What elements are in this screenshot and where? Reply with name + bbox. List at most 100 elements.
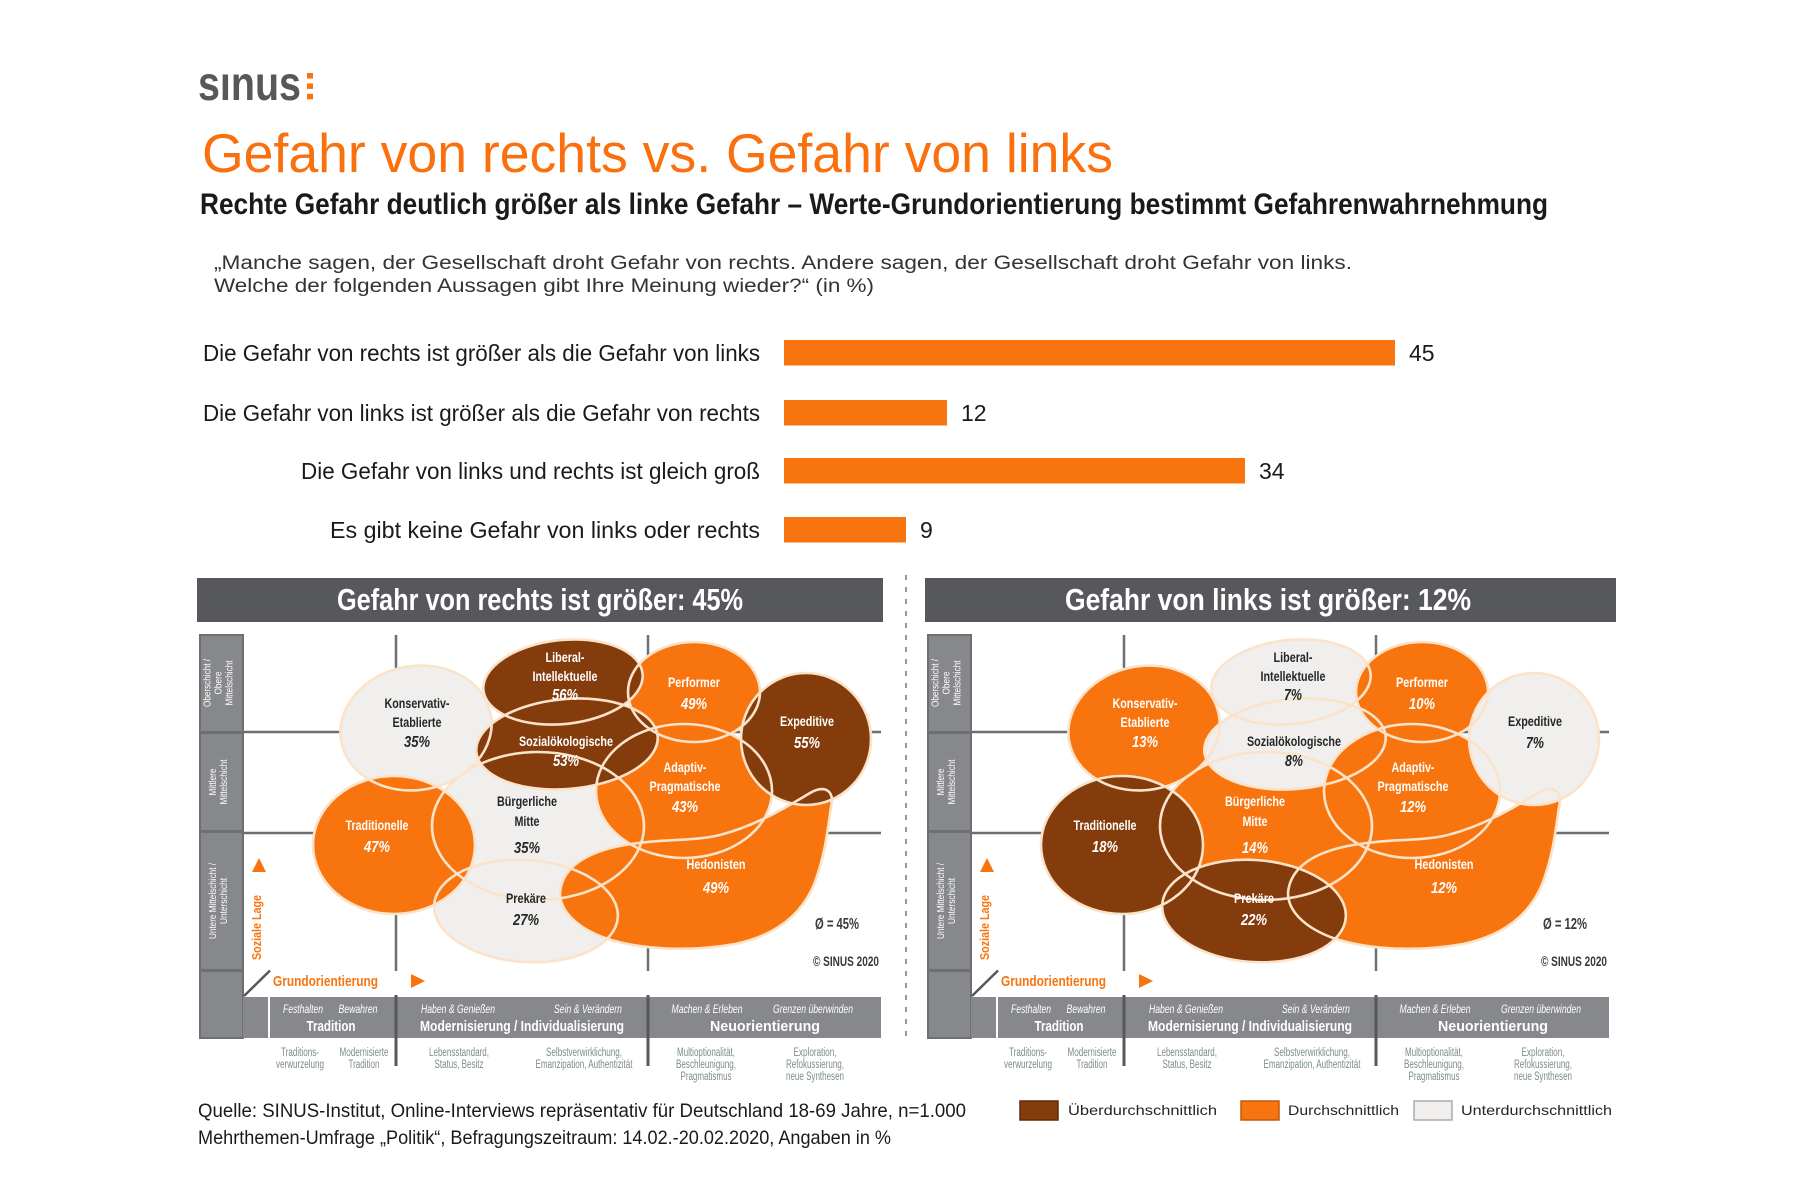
svg-text:verwurzelung: verwurzelung (1004, 1059, 1052, 1071)
svg-text:Oberschicht /: Oberschicht / (202, 659, 214, 707)
svg-text:12%: 12% (1431, 880, 1457, 897)
svg-text:Oberschicht /: Oberschicht / (930, 659, 942, 707)
svg-text:neue Synthesen: neue Synthesen (1514, 1071, 1572, 1083)
svg-text:Traditionelle: Traditionelle (346, 817, 409, 833)
svg-text:Mitte: Mitte (1243, 813, 1268, 829)
svg-text:22%: 22% (1240, 912, 1267, 929)
svg-text:Soziale Lage: Soziale Lage (978, 895, 992, 960)
svg-text:Modernisierung / Individualisi: Modernisierung / Individualisierung (420, 1019, 624, 1035)
svg-text:55%: 55% (794, 735, 820, 752)
svg-text:Die Gefahr von links und recht: Die Gefahr von links und rechts ist glei… (301, 458, 760, 484)
svg-text:35%: 35% (514, 840, 540, 857)
svg-text:12%: 12% (1400, 799, 1426, 816)
svg-text:49%: 49% (702, 880, 729, 897)
svg-text:Gefahr von rechts vs. Gefahr v: Gefahr von rechts vs. Gefahr von links (202, 122, 1113, 184)
svg-text:Expeditive: Expeditive (1508, 713, 1562, 729)
svg-text:Multioptionalität,: Multioptionalität, (1405, 1047, 1463, 1059)
svg-text:Tradition: Tradition (1035, 1019, 1084, 1035)
svg-text:Refokussierung,: Refokussierung, (786, 1059, 844, 1071)
svg-text:Selbstverwirklichung,: Selbstverwirklichung, (546, 1047, 622, 1059)
svg-text:Untere Mittelschicht /: Untere Mittelschicht / (935, 863, 947, 939)
svg-text:Bürgerliche: Bürgerliche (497, 793, 557, 809)
svg-text:14%: 14% (1242, 840, 1268, 857)
svg-text:Bewahren: Bewahren (339, 1002, 378, 1016)
svg-text:Die Gefahr von rechts ist größ: Die Gefahr von rechts ist größer als die… (203, 340, 760, 366)
svg-text:„Manche sagen, der Gesellschaf: „Manche sagen, der Gesellschaft droht Ge… (214, 253, 1352, 274)
svg-text:Pragmatische: Pragmatische (1378, 778, 1449, 794)
svg-text:Ø = 12%: Ø = 12% (1543, 916, 1587, 933)
svg-text:53%: 53% (553, 753, 579, 770)
svg-text:Grundorientierung: Grundorientierung (273, 973, 378, 990)
svg-text:Liberal-: Liberal- (1274, 649, 1313, 665)
svg-text:Lebensstandard,: Lebensstandard, (1157, 1047, 1217, 1059)
svg-text:Bürgerliche: Bürgerliche (1225, 793, 1285, 809)
svg-text:Tradition: Tradition (1077, 1059, 1108, 1071)
svg-text:Konservativ-: Konservativ- (385, 695, 450, 711)
svg-text:Modernisierte: Modernisierte (1068, 1047, 1117, 1059)
svg-text:Beschleunigung,: Beschleunigung, (676, 1059, 736, 1071)
svg-text:9: 9 (920, 517, 933, 543)
svg-text:Machen & Erleben: Machen & Erleben (1400, 1002, 1471, 1016)
svg-text:Multioptionalität,: Multioptionalität, (677, 1047, 735, 1059)
svg-text:7%: 7% (1284, 687, 1302, 704)
svg-text:49%: 49% (680, 696, 707, 713)
svg-text:Hedonisten: Hedonisten (1415, 856, 1474, 872)
svg-text:Ø = 45%: Ø = 45% (815, 916, 859, 933)
svg-text:Unterschicht: Unterschicht (218, 878, 230, 924)
svg-text:43%: 43% (671, 799, 698, 816)
svg-text:Mittelschicht: Mittelschicht (952, 660, 964, 705)
svg-text:Performer: Performer (1396, 674, 1448, 690)
svg-text:Performer: Performer (668, 674, 720, 690)
svg-text:Expeditive: Expeditive (780, 713, 834, 729)
svg-text:12: 12 (961, 400, 987, 426)
svg-text:Haben & Genießen: Haben & Genießen (421, 1002, 495, 1016)
svg-text:Untere Mittelschicht /: Untere Mittelschicht / (207, 863, 219, 939)
svg-text:Durchschnittlich: Durchschnittlich (1288, 1103, 1399, 1118)
svg-text:Exploration,: Exploration, (1522, 1047, 1565, 1059)
svg-text:Modernisierte: Modernisierte (340, 1047, 389, 1059)
svg-text:verwurzelung: verwurzelung (276, 1059, 324, 1071)
svg-text:Rechte Gefahr deutlich größer: Rechte Gefahr deutlich größer als linke … (200, 188, 1548, 221)
svg-text:Emanzipation, Authentizität: Emanzipation, Authentizität (536, 1059, 634, 1071)
svg-text:Haben & Genießen: Haben & Genießen (1149, 1002, 1223, 1016)
svg-text:7%: 7% (1526, 735, 1544, 752)
svg-text:Festhalten: Festhalten (1011, 1002, 1051, 1016)
svg-text:Mitte: Mitte (515, 813, 540, 829)
svg-text:© SINUS 2020: © SINUS 2020 (813, 954, 879, 969)
svg-text:10%: 10% (1409, 696, 1435, 713)
svg-text:Selbstverwirklichung,: Selbstverwirklichung, (1274, 1047, 1350, 1059)
svg-text:Festhalten: Festhalten (283, 1002, 323, 1016)
svg-text:Tradition: Tradition (349, 1059, 380, 1071)
svg-text:Mittlere: Mittlere (935, 768, 947, 795)
svg-text:Beschleunigung,: Beschleunigung, (1404, 1059, 1464, 1071)
svg-text:Gefahr von rechts ist größer:: Gefahr von rechts ist größer: 45% (337, 582, 743, 617)
svg-text:Status, Besitz: Status, Besitz (435, 1059, 484, 1071)
svg-text:8%: 8% (1285, 753, 1303, 770)
svg-text:56%: 56% (552, 687, 578, 704)
svg-text:Es gibt keine Gefahr von links: Es gibt keine Gefahr von links oder rech… (330, 517, 760, 543)
svg-text:Prekäre: Prekäre (506, 890, 546, 906)
svg-text:35%: 35% (404, 734, 430, 751)
svg-text:Grundorientierung: Grundorientierung (1001, 973, 1106, 990)
svg-text:Mittlere: Mittlere (207, 768, 219, 795)
svg-text:Grenzen überwinden: Grenzen überwinden (1501, 1002, 1581, 1016)
svg-text:Sein & Verändern: Sein & Verändern (554, 1002, 622, 1016)
svg-text:Adaptiv-: Adaptiv- (664, 759, 707, 775)
svg-text:Obere: Obere (213, 671, 225, 694)
svg-text:Mittelschicht: Mittelschicht (946, 759, 958, 804)
svg-text:Traditions-: Traditions- (281, 1047, 319, 1059)
svg-text:Hedonisten: Hedonisten (687, 856, 746, 872)
svg-text:45: 45 (1409, 340, 1435, 366)
svg-text:Sozialökologische: Sozialökologische (1247, 733, 1341, 749)
svg-text:47%: 47% (363, 839, 390, 856)
svg-text:sınus: sınus (198, 58, 301, 111)
svg-text:neue Synthesen: neue Synthesen (786, 1071, 844, 1083)
svg-text:Etablierte: Etablierte (393, 714, 442, 730)
svg-text:Obere: Obere (941, 671, 953, 694)
svg-text:Status, Besitz: Status, Besitz (1163, 1059, 1212, 1071)
svg-text:Konservativ-: Konservativ- (1113, 695, 1178, 711)
svg-text:Soziale Lage: Soziale Lage (250, 895, 264, 960)
svg-text:Unterdurchschnittlich: Unterdurchschnittlich (1461, 1103, 1612, 1118)
svg-text:Emanzipation, Authentizität: Emanzipation, Authentizität (1264, 1059, 1362, 1071)
svg-text:Die Gefahr von links ist größe: Die Gefahr von links ist größer als die … (203, 400, 760, 426)
